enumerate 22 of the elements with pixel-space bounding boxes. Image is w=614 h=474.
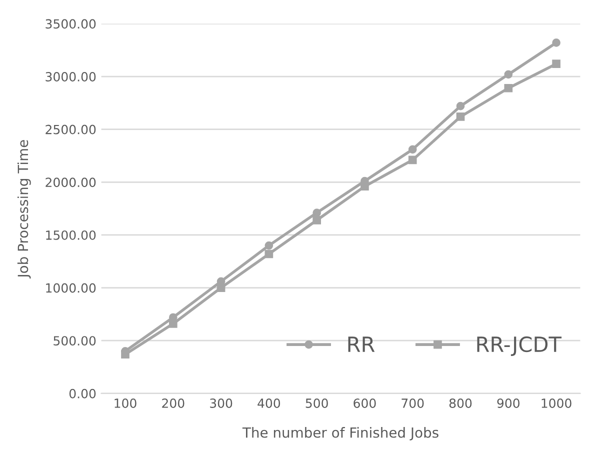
x-tick-label: 1000 bbox=[542, 398, 572, 408]
x-tick-label: 200 bbox=[162, 398, 184, 408]
y-tick-label: 0.00 bbox=[69, 388, 96, 398]
x-tick-label: 400 bbox=[258, 398, 280, 408]
x-tick-label: 600 bbox=[354, 398, 376, 408]
x-tick-label: 900 bbox=[497, 398, 520, 408]
y-tick-label: 1500.00 bbox=[46, 230, 96, 240]
x-tick-label: 500 bbox=[306, 398, 328, 408]
y-axis-title: Job Processing Time bbox=[17, 140, 31, 278]
legend-label: RR bbox=[348, 336, 375, 352]
legend-label: RR-JCDT bbox=[477, 336, 562, 356]
x-axis-title: The number of Finished Jobs bbox=[242, 427, 438, 440]
y-tick-label: 2500.00 bbox=[46, 124, 96, 134]
y-tick-label: 1000.00 bbox=[46, 283, 96, 293]
y-tick-label: 3500.00 bbox=[46, 19, 96, 29]
y-tick-label: 500.00 bbox=[54, 336, 96, 346]
x-tick-label: 300 bbox=[210, 398, 232, 408]
x-tick-label: 100 bbox=[114, 398, 136, 408]
y-tick-label: 3000.00 bbox=[46, 72, 96, 82]
x-tick-label: 800 bbox=[449, 398, 472, 408]
x-tick-label: 700 bbox=[402, 398, 424, 408]
y-tick-label: 2000.00 bbox=[46, 178, 96, 188]
